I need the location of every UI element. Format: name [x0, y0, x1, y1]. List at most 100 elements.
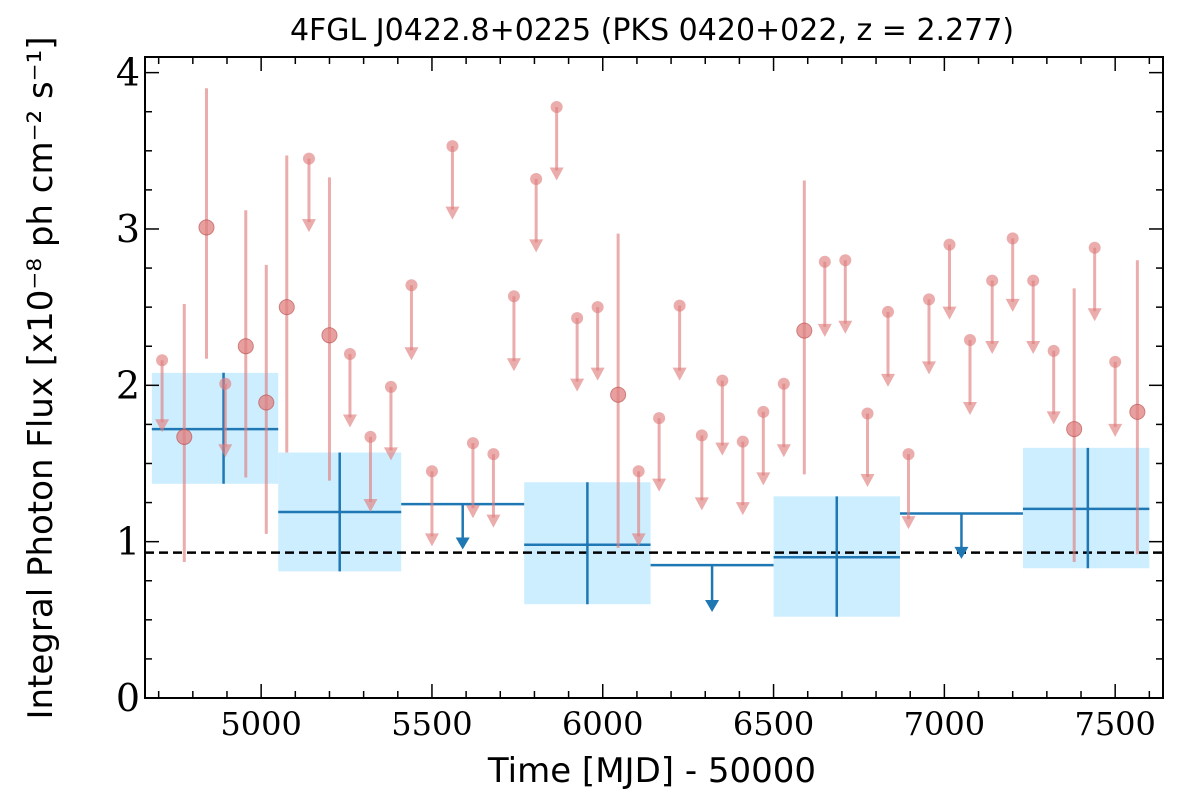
- upper-limit-arrow: [445, 206, 460, 220]
- y-tick-label: 1: [116, 520, 140, 564]
- upper-limit-arrow: [838, 320, 853, 334]
- y-tick-label: 2: [116, 363, 140, 407]
- upper-limit-arrow: [590, 367, 605, 381]
- y-tick-label: 4: [116, 51, 140, 95]
- upper-limit-arrow: [570, 378, 585, 392]
- upper-limit-arrow: [486, 514, 501, 528]
- upper-limit-arrow: [1005, 298, 1020, 312]
- upper-limit-point: [1109, 355, 1122, 368]
- x-tick-label: 5500: [391, 705, 472, 743]
- upper-limit-point: [466, 437, 479, 450]
- upper-limit-arrow: [985, 341, 1000, 355]
- upper-limit-arrow: [901, 516, 916, 530]
- upper-limit-arrow: [1087, 308, 1102, 322]
- upper-limit-arrow: [860, 473, 875, 487]
- data-point: [176, 428, 193, 445]
- upper-limit-arrow: [817, 323, 832, 337]
- upper-limit-arrow: [962, 402, 977, 416]
- upper-limit-arrow: [942, 306, 957, 320]
- upper-limit-point: [861, 407, 874, 420]
- upper-limit-point: [882, 305, 895, 318]
- upper-limit-point: [1047, 344, 1060, 357]
- x-tick-label: 7500: [1074, 705, 1155, 743]
- x-tick-label: 5000: [220, 705, 301, 743]
- upper-limit-point: [653, 412, 666, 425]
- upper-limit-arrow: [1046, 411, 1061, 425]
- upper-limit-point: [922, 293, 935, 306]
- x-tick-label: 7000: [904, 705, 985, 743]
- upper-limit-arrow: [424, 533, 439, 547]
- data-point: [258, 394, 275, 411]
- bin-upper-limit-arrow: [954, 546, 969, 559]
- upper-limit-arrow: [1108, 423, 1123, 437]
- upper-limit-point: [777, 377, 790, 390]
- upper-limit-point: [364, 430, 377, 443]
- upper-limit-arrow: [529, 239, 544, 253]
- upper-limit-point: [156, 354, 169, 367]
- upper-limit-point: [757, 405, 770, 418]
- data-point: [321, 327, 338, 344]
- upper-limit-point: [302, 152, 315, 165]
- upper-limit-point: [716, 374, 729, 387]
- data-point: [198, 219, 215, 236]
- chart-title: 4FGL J0422.8+0225 (PKS 0420+022, z = 2.2…: [290, 13, 1014, 48]
- upper-limit-point: [384, 380, 397, 393]
- upper-limit-arrow: [735, 502, 750, 516]
- upper-limit-point: [736, 435, 749, 448]
- upper-limit-point: [818, 255, 831, 268]
- upper-limit-arrow: [383, 447, 398, 461]
- x-tick-label: 6000: [562, 705, 643, 743]
- upper-limit-arrow: [549, 167, 564, 181]
- upper-limit-point: [839, 254, 852, 267]
- upper-limit-point: [1006, 232, 1019, 245]
- x-tick-label: 6500: [733, 705, 814, 743]
- upper-limit-point: [591, 301, 604, 314]
- upper-limit-point: [1027, 274, 1040, 287]
- data-point: [796, 322, 813, 339]
- upper-limit-point: [943, 238, 956, 251]
- upper-limit-point: [343, 348, 356, 361]
- upper-limit-point: [1088, 241, 1101, 254]
- upper-limit-arrow: [465, 505, 480, 519]
- upper-limit-point: [405, 279, 418, 292]
- x-axis-label: Time [MJD] - 50000: [487, 751, 816, 791]
- upper-limit-point: [530, 172, 543, 185]
- upper-limit-arrow: [342, 414, 357, 428]
- upper-limit-arrow: [631, 533, 646, 547]
- data-point: [237, 338, 254, 355]
- upper-limit-arrow: [155, 419, 170, 433]
- upper-limit-point: [571, 312, 584, 325]
- upper-limit-point: [902, 448, 915, 461]
- data-point: [610, 386, 627, 403]
- upper-limit-arrow: [694, 497, 709, 511]
- upper-limit-arrow: [672, 367, 687, 381]
- upper-limit-arrow: [756, 472, 771, 486]
- upper-limit-point: [487, 448, 500, 461]
- upper-limit-point: [219, 377, 232, 390]
- upper-limit-point: [446, 140, 459, 153]
- bin-upper-limit-arrow: [455, 537, 470, 550]
- upper-limit-arrow: [881, 373, 896, 387]
- y-tick-label: 3: [116, 207, 140, 251]
- upper-limit-arrow: [1026, 341, 1041, 355]
- y-axis-label: Integral Photon Flux [x10⁻⁸ ph cm⁻² s⁻¹]: [21, 36, 61, 719]
- upper-limit-point: [507, 290, 520, 303]
- plot-frame: [144, 56, 1164, 699]
- y-tick-label: 0: [116, 676, 140, 720]
- data-point: [1066, 421, 1083, 438]
- upper-limit-point: [550, 101, 563, 114]
- bin-upper-limit-arrow: [705, 600, 720, 613]
- data-point: [278, 299, 295, 316]
- upper-limit-point: [632, 465, 645, 478]
- data-point: [1129, 403, 1146, 420]
- upper-limit-point: [986, 274, 999, 287]
- upper-limit-arrow: [301, 219, 316, 233]
- plot-layer: 5000 5500 6000 6500 7000 7500 0 1 2 3 4: [116, 51, 1164, 743]
- upper-limit-point: [963, 333, 976, 346]
- upper-limit-arrow: [363, 498, 378, 512]
- upper-limit-arrow: [652, 478, 667, 492]
- upper-limit-arrow: [715, 442, 730, 456]
- upper-limit-point: [425, 465, 438, 478]
